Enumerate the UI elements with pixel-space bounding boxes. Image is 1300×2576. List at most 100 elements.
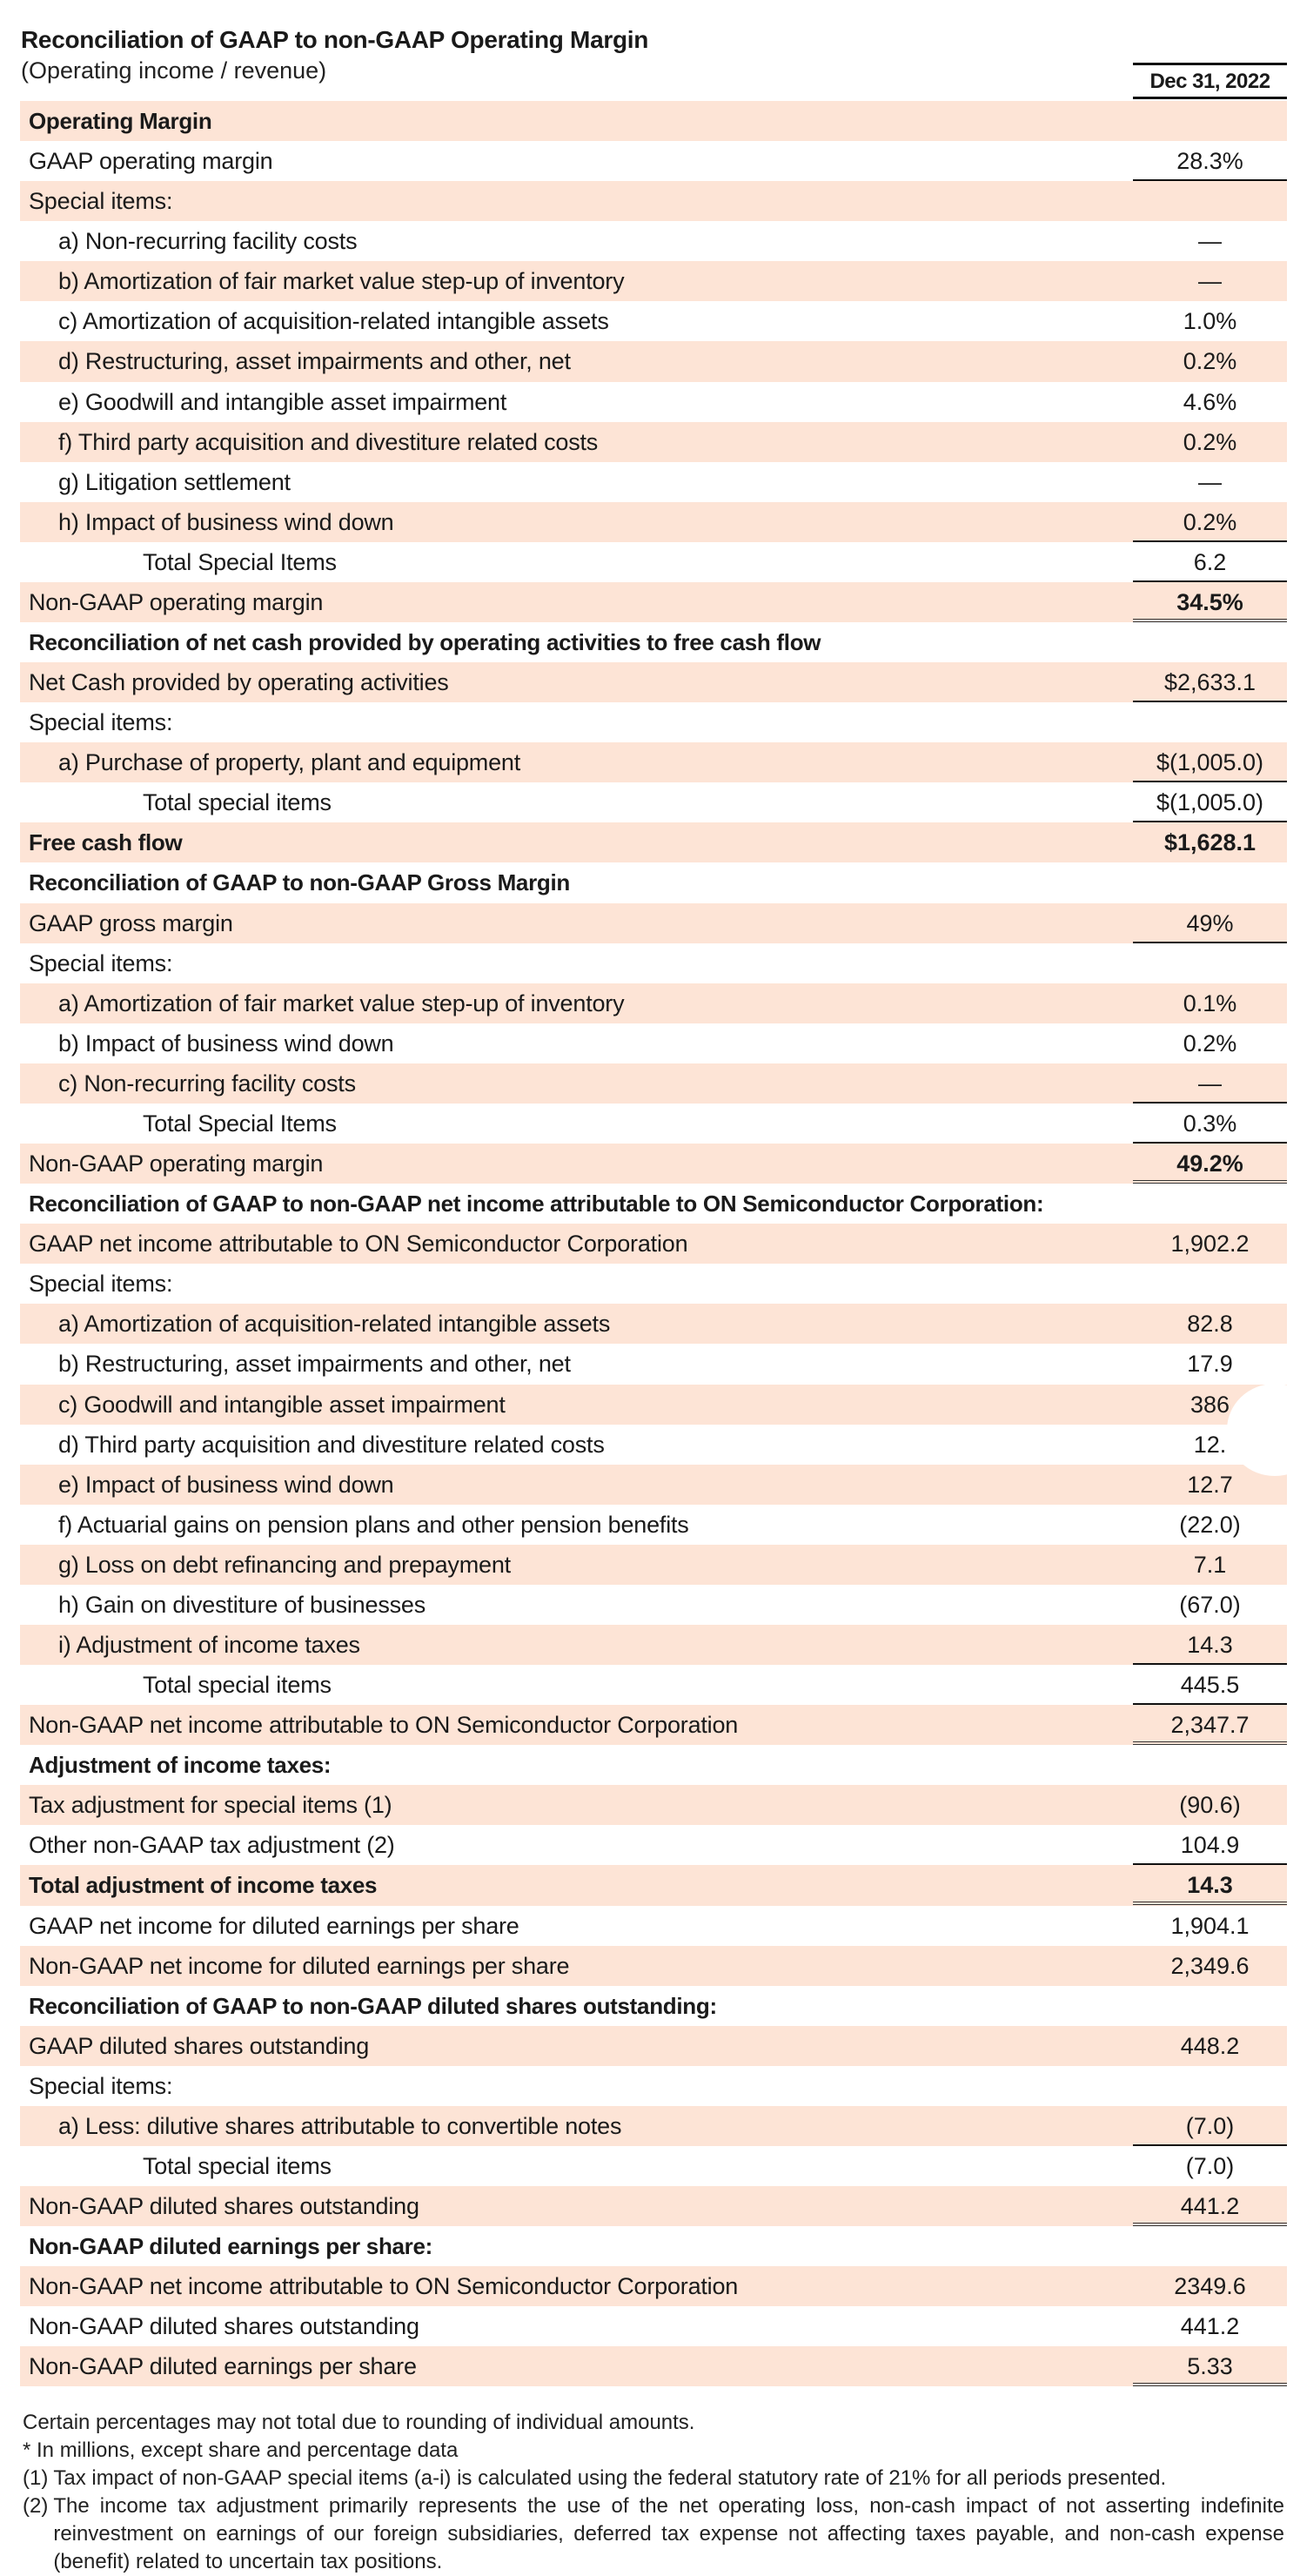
row-value: 0.2% — [1183, 428, 1237, 455]
row-value: 2,347.7 — [1133, 1705, 1287, 1746]
row-value: 0.3% — [1133, 1104, 1287, 1144]
row-label: Non-GAAP diluted earnings per share — [29, 2353, 417, 2380]
footnote-1-marker: (1) — [23, 2466, 49, 2490]
row-label: d) Restructuring, asset impairments and … — [58, 348, 571, 375]
table-row: a) Non-recurring facility costs — — [20, 221, 1287, 261]
row-value: 445.5 — [1133, 1665, 1287, 1706]
table-row: Non-GAAP net income attributable to ON S… — [20, 1705, 1287, 1746]
row-value: 2,349.6 — [1170, 1952, 1250, 1979]
row-value: 441.2 — [1180, 2313, 1240, 2340]
row-value: 49% — [1133, 903, 1287, 943]
row-value: 0.2% — [1183, 348, 1237, 375]
table-row: GAAP operating margin 28.3% — [20, 141, 1287, 182]
section-heading-row: Non-GAAP diluted earnings per share: — [20, 2226, 1287, 2266]
row-label: g) Loss on debt refinancing and prepayme… — [58, 1551, 511, 1578]
table-row: a) Less: dilutive shares attributable to… — [20, 2105, 1287, 2146]
row-value: 49.2% — [1133, 1144, 1287, 1184]
row-value: 4.6% — [1183, 388, 1237, 415]
row-value: 17.9 — [1187, 1351, 1233, 1378]
table-row: d) Third party acquisition and divestitu… — [20, 1425, 1287, 1465]
row-label: f) Third party acquisition and divestitu… — [58, 428, 599, 455]
row-label: Total adjustment of income taxes — [29, 1872, 378, 1899]
table-row: e) Goodwill and intangible asset impairm… — [20, 382, 1287, 422]
row-value: 14.3 — [1133, 1625, 1287, 1665]
table-row: b) Impact of business wind down 0.2% — [20, 1023, 1287, 1063]
table-row: Total special items (7.0) — [20, 2146, 1287, 2186]
table-row: e) Impact of business wind down 12.7 — [20, 1464, 1287, 1505]
row-label: c) Amortization of acquisition-related i… — [58, 308, 609, 335]
row-value: 448.2 — [1180, 2032, 1240, 2059]
page-subtitle: (Operating income / revenue) — [21, 57, 327, 84]
row-label: Special items: — [29, 188, 173, 215]
row-label: a) Non-recurring facility costs — [58, 228, 358, 255]
table-row: c) Amortization of acquisition-related i… — [20, 301, 1287, 341]
row-label: Special items: — [29, 1271, 173, 1298]
table-row: Total adjustment of income taxes 14.3 — [20, 1865, 1287, 1906]
table-row: Special items: — [20, 2066, 1287, 2106]
row-label: Reconciliation of GAAP to non-GAAP dilut… — [29, 1992, 717, 2019]
row-label: Tax adjustment for special items (1) — [29, 1792, 392, 1819]
page-title: Reconciliation of GAAP to non-GAAP Opera… — [21, 26, 649, 53]
section-heading-row: Adjustment of income taxes: — [20, 1745, 1287, 1785]
row-label: c) Non-recurring facility costs — [58, 1070, 356, 1097]
row-value: — — [1198, 468, 1222, 495]
table-row: b) Restructuring, asset impairments and … — [20, 1344, 1287, 1384]
row-label: Total Special Items — [143, 548, 337, 575]
row-label: Total special items — [143, 1672, 332, 1699]
row-label: Total Special Items — [143, 1110, 337, 1137]
table-row: a) Amortization of acquisition-related i… — [20, 1304, 1287, 1345]
row-value: 0.1% — [1183, 989, 1237, 1016]
table-row: Total Special Items 0.3% — [20, 1104, 1287, 1144]
row-label: Reconciliation of net cash provided by o… — [29, 629, 821, 656]
row-label: e) Goodwill and intangible asset impairm… — [58, 388, 507, 415]
row-value: 1.0% — [1183, 308, 1237, 335]
row-label: d) Third party acquisition and divestitu… — [58, 1431, 605, 1458]
row-value: $(1,005.0) — [1133, 782, 1287, 823]
section-heading-row: Reconciliation of GAAP to non-GAAP Gross… — [20, 862, 1287, 902]
row-value: 441.2 — [1133, 2186, 1287, 2227]
section-heading-row: Operating Margin — [20, 101, 1287, 142]
table-row: Tax adjustment for special items (1) (90.… — [20, 1785, 1287, 1826]
row-value: $1,628.1 — [1163, 829, 1256, 856]
row-label: f) Actuarial gains on pension plans and … — [58, 1511, 689, 1538]
row-value: 1,902.2 — [1170, 1231, 1250, 1258]
table-row: f) Actuarial gains on pension plans and … — [20, 1505, 1287, 1545]
table-row: g) Litigation settlement — — [20, 462, 1287, 502]
table-row: Net Cash provided by operating activitie… — [20, 662, 1287, 703]
white-circle-overlay — [1227, 1384, 1300, 1476]
table-row: a) Purchase of property, plant and equip… — [20, 742, 1287, 783]
row-label: Total special items — [143, 789, 332, 816]
footnotes: Certain percentages may not total due to… — [23, 2409, 1284, 2576]
row-label: Non-GAAP operating margin — [29, 588, 324, 615]
row-label: a) Amortization of fair market value ste… — [58, 989, 625, 1016]
row-label: b) Impact of business wind down — [58, 1030, 394, 1057]
row-label: h) Gain on divestiture of businesses — [58, 1591, 426, 1618]
column-header-date: Dec 31, 2022 — [1133, 63, 1287, 99]
row-label: Reconciliation of GAAP to non-GAAP Gross… — [29, 869, 570, 896]
row-label: GAAP net income for diluted earnings per… — [29, 1912, 519, 1939]
table-row: c) Goodwill and intangible asset impairm… — [20, 1384, 1287, 1425]
table-row: Non-GAAP diluted shares outstanding 441.2 — [20, 2306, 1287, 2346]
row-value: 6.2 — [1133, 542, 1287, 582]
table-row: d) Restructuring, asset impairments and … — [20, 341, 1287, 382]
row-label: Total special items — [143, 2152, 332, 2179]
table-row: GAAP net income attributable to ON Semic… — [20, 1224, 1287, 1265]
row-value: 0.2% — [1133, 502, 1287, 542]
row-value: 7.1 — [1193, 1551, 1227, 1578]
row-label: GAAP diluted shares outstanding — [29, 2032, 370, 2059]
row-value: (67.0) — [1179, 1591, 1241, 1618]
row-label: GAAP net income attributable to ON Semic… — [29, 1231, 688, 1258]
row-label: Non-GAAP diluted shares outstanding — [29, 2193, 419, 2220]
row-value: 34.5% — [1133, 582, 1287, 622]
table-row: Total Special Items 6.2 — [20, 542, 1287, 582]
row-label: Non-GAAP diluted shares outstanding — [29, 2313, 419, 2340]
row-label: Reconciliation of GAAP to non-GAAP net i… — [29, 1191, 1044, 1218]
row-label: a) Less: dilutive shares attributable to… — [58, 2112, 622, 2139]
row-label: g) Litigation settlement — [58, 468, 291, 495]
row-label: Special items: — [29, 709, 173, 736]
table-row: GAAP diluted shares outstanding 448.2 — [20, 2025, 1287, 2066]
row-label: Operating Margin — [29, 108, 212, 134]
row-value: $(1,005.0) — [1133, 742, 1287, 783]
row-value: (7.0) — [1185, 2152, 1235, 2179]
table-row: b) Amortization of fair market value ste… — [20, 261, 1287, 302]
